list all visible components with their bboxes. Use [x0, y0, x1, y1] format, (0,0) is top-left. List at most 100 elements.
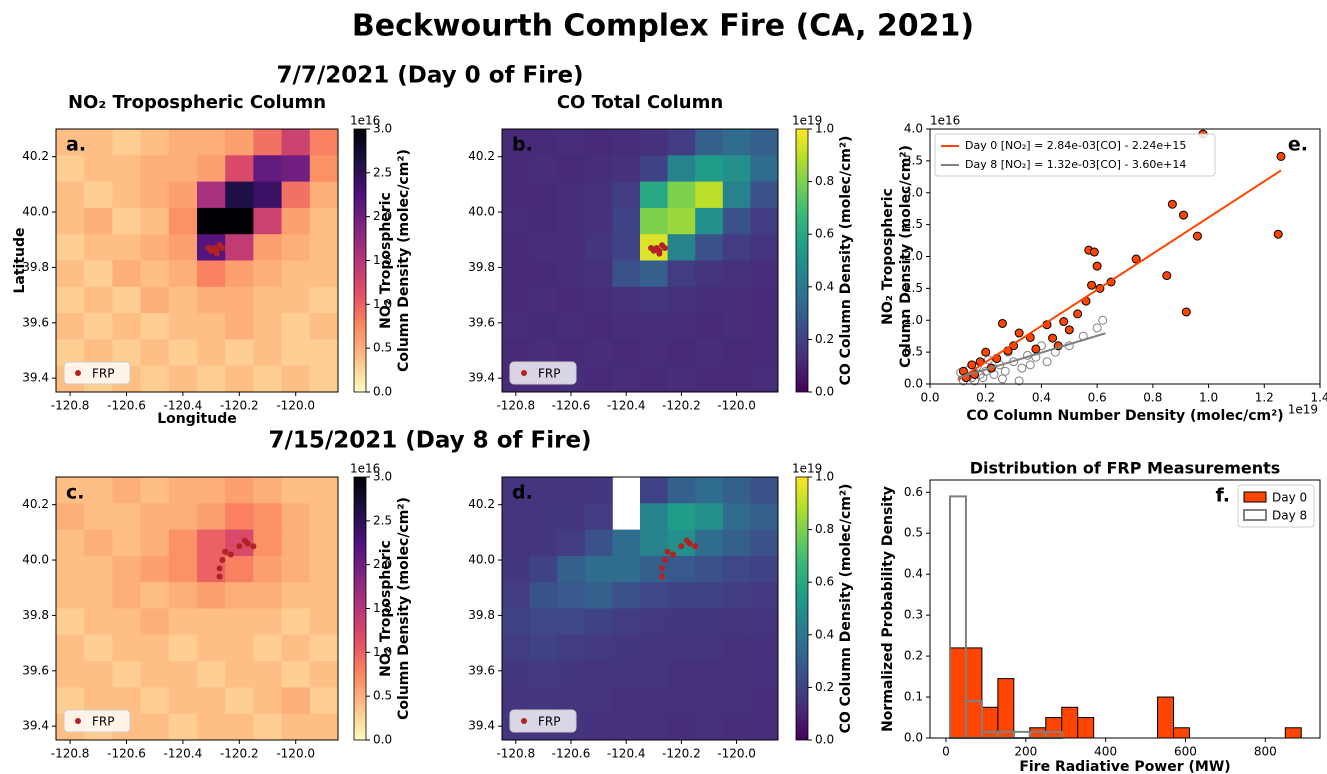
heatmap-cell: [584, 503, 613, 530]
x-tick-label: 0.6: [1088, 391, 1107, 405]
heatmap-cell: [502, 661, 530, 688]
y-tick-label: 1.5: [904, 281, 923, 295]
heatmap-cell: [557, 555, 586, 583]
histogram-bar: [949, 647, 967, 739]
scatter-point: [978, 373, 988, 383]
heatmap-cell: [612, 313, 641, 340]
heatmap-cell: [84, 503, 113, 530]
y-tick-label: 40.0: [22, 553, 49, 567]
y-axis-label: NO₂ Tropospheric: [880, 188, 896, 325]
colorbar-tick-label: 0.0: [373, 385, 392, 399]
y-tick-label: 0.0: [904, 377, 923, 391]
heatmap-cell: [168, 129, 198, 156]
scatter-point: [1276, 151, 1286, 161]
heatmap-cell: [168, 286, 198, 314]
row-title: 7/15/2021 (Day 8 of Fire): [268, 428, 591, 454]
heatmap-cell: [502, 207, 530, 235]
heatmap-cell: [281, 503, 311, 530]
row-title: 7/7/2021 (Day 0 of Fire): [276, 63, 583, 89]
heatmap-cell: [253, 555, 282, 583]
heatmap-cell: [584, 529, 613, 557]
heatmap-cell: [112, 155, 141, 182]
y-tick-label: 40.0: [468, 553, 495, 567]
axes-frame: [55, 128, 339, 393]
heatmap-cell: [253, 713, 282, 741]
heatmap-cell: [584, 687, 613, 715]
heatmap-cell: [281, 313, 311, 340]
heatmap-cell: [529, 634, 558, 662]
colorbar-tick-label: 1.5: [373, 601, 392, 615]
heatmap-cell: [225, 365, 254, 393]
heatmap-cell: [750, 608, 779, 636]
heatmap-cell: [612, 181, 641, 209]
heatmap-cell: [225, 634, 254, 662]
heatmap-cell: [197, 582, 226, 609]
x-tick-label: -120.2: [220, 747, 259, 761]
heatmap-cell: [750, 207, 779, 235]
x-tick-label: -120.8: [51, 747, 90, 761]
heatmap-cell: [112, 582, 141, 609]
heatmap-cell: [253, 687, 282, 715]
heatmap-cell: [502, 286, 530, 314]
heatmap-cell: [56, 129, 85, 156]
heatmap-cell: [722, 555, 751, 583]
heatmap-cell: [225, 260, 254, 288]
heatmap-cell: [84, 661, 113, 688]
heatmap-cell: [281, 529, 311, 557]
x-tick-label: -120.4: [607, 747, 646, 761]
heatmap-cell: [140, 313, 170, 340]
scatter-point: [981, 347, 991, 357]
heatmap-cell: [140, 503, 170, 530]
heatmap-cell: [309, 365, 339, 393]
legend-swatch: [1243, 509, 1267, 521]
heatmap-cell: [225, 339, 254, 367]
heatmap-cell: [557, 234, 586, 261]
frp-point: [227, 551, 234, 558]
heatmap-cell: [722, 365, 751, 393]
heatmap-cell: [750, 365, 779, 393]
scatter-point: [1273, 229, 1283, 239]
x-tick-label: 0.8: [1143, 391, 1162, 405]
heatmap-cell: [557, 260, 586, 288]
heatmap-cell: [168, 713, 198, 741]
heatmap-cell: [309, 582, 339, 609]
frp-point: [216, 573, 223, 580]
heatmap-cell: [112, 313, 141, 340]
heatmap-cell: [640, 339, 668, 367]
y-tick-label: 0.1: [904, 690, 923, 704]
heatmap-cell: [750, 129, 779, 156]
x-tick-label: -120.8: [51, 399, 90, 413]
frp-point: [656, 250, 663, 257]
x-tick-label: 0.0: [920, 391, 939, 405]
heatmap-cell: [56, 234, 85, 261]
heatmap-cell: [722, 661, 751, 688]
y-tick-label: 0.6: [904, 485, 923, 499]
heatmap-cell: [667, 503, 696, 530]
axes-frame: [501, 128, 779, 393]
heatmap-cell: [695, 661, 724, 688]
heatmap-cell: [640, 608, 668, 636]
colorbar-tick-label: 0.2: [815, 332, 834, 346]
colorbar-tick-label: 0.8: [815, 174, 834, 188]
heatmap-cell: [695, 181, 724, 209]
heatmap-cell: [281, 181, 311, 209]
heatmap-cell: [309, 555, 339, 583]
legend-label: FRP: [538, 367, 560, 381]
heatmap-cell: [750, 477, 779, 504]
heatmap-cell: [309, 129, 339, 156]
colorbar: [353, 128, 367, 393]
heatmap-cell: [140, 260, 170, 288]
colorbar: [795, 476, 809, 741]
colorbar-tick-label: 3.0: [373, 122, 392, 136]
heatmap-cell: [253, 503, 282, 530]
legend-box: [63, 361, 131, 385]
heatmap-cell: [695, 339, 724, 367]
heatmap-cell: [557, 181, 586, 209]
heatmap-cell: [253, 129, 282, 156]
x-offset: 1e19: [1288, 403, 1318, 417]
heatmap-cell: [197, 503, 226, 530]
heatmap-cell: [557, 155, 586, 182]
heatmap-cell: [640, 365, 668, 393]
heatmap-cell: [56, 661, 85, 688]
heatmap-cell: [140, 339, 170, 367]
